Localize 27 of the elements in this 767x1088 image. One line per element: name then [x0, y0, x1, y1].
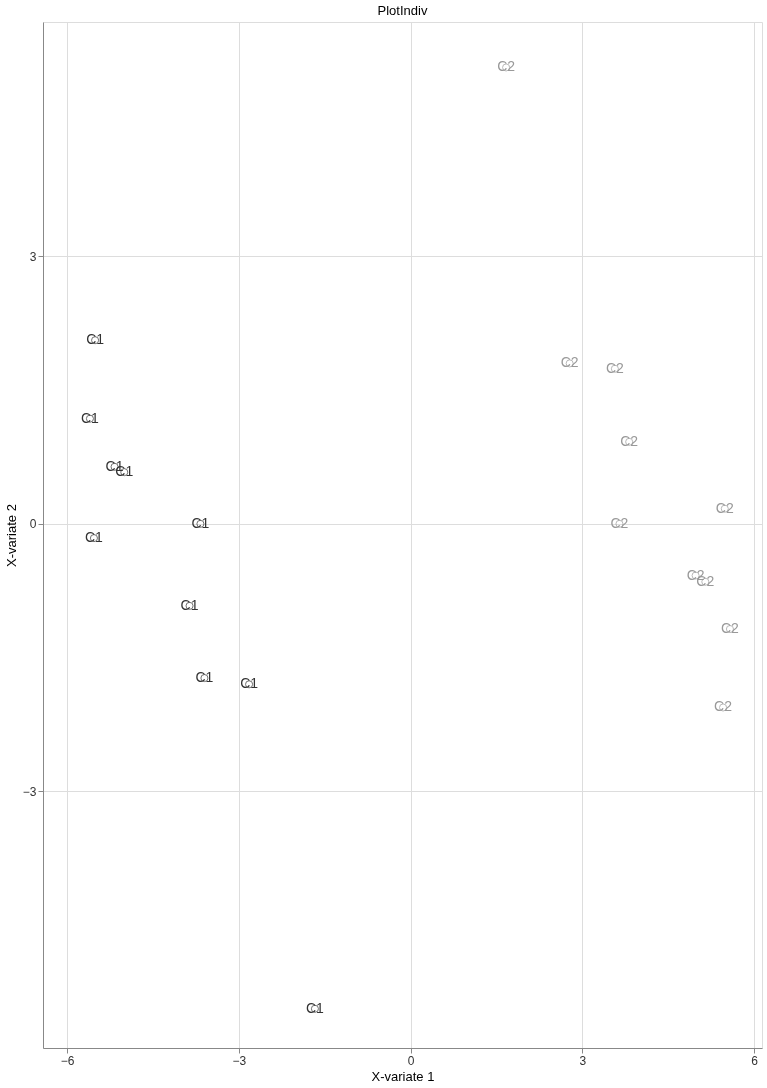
text: C1 — [80, 409, 99, 426]
x-tick-label: 6 — [751, 1053, 759, 1068]
text: C1 — [240, 675, 259, 692]
text: C1 — [195, 669, 214, 686]
x-tick-label: −3 — [232, 1053, 247, 1068]
text: C1 — [305, 999, 324, 1016]
x-axis-title: X-variate 1 — [371, 1068, 435, 1084]
y-axis-title: X-variate 2 — [3, 504, 19, 567]
x-tick-label: 3 — [579, 1053, 587, 1068]
x-tick-label: −6 — [60, 1053, 75, 1068]
text: C2 — [620, 432, 639, 449]
text: C1 — [180, 596, 199, 613]
text: C2 — [714, 698, 733, 715]
y-tick-label: 3 — [29, 249, 37, 264]
text: C2 — [560, 354, 579, 371]
text: C2 — [610, 514, 629, 531]
text: C1 — [191, 514, 210, 531]
y-tick-label: 0 — [29, 517, 37, 532]
text: C2 — [715, 499, 734, 516]
text: C1 — [85, 529, 103, 546]
text: C1 — [86, 331, 105, 348]
x-tick-label: 0 — [407, 1053, 415, 1068]
text: C2 — [497, 58, 516, 75]
chart-title: PlotIndiv — [377, 3, 428, 18]
text: C2 — [605, 359, 624, 376]
y-tick-label: −3 — [22, 784, 37, 799]
text: C2 — [720, 620, 739, 637]
